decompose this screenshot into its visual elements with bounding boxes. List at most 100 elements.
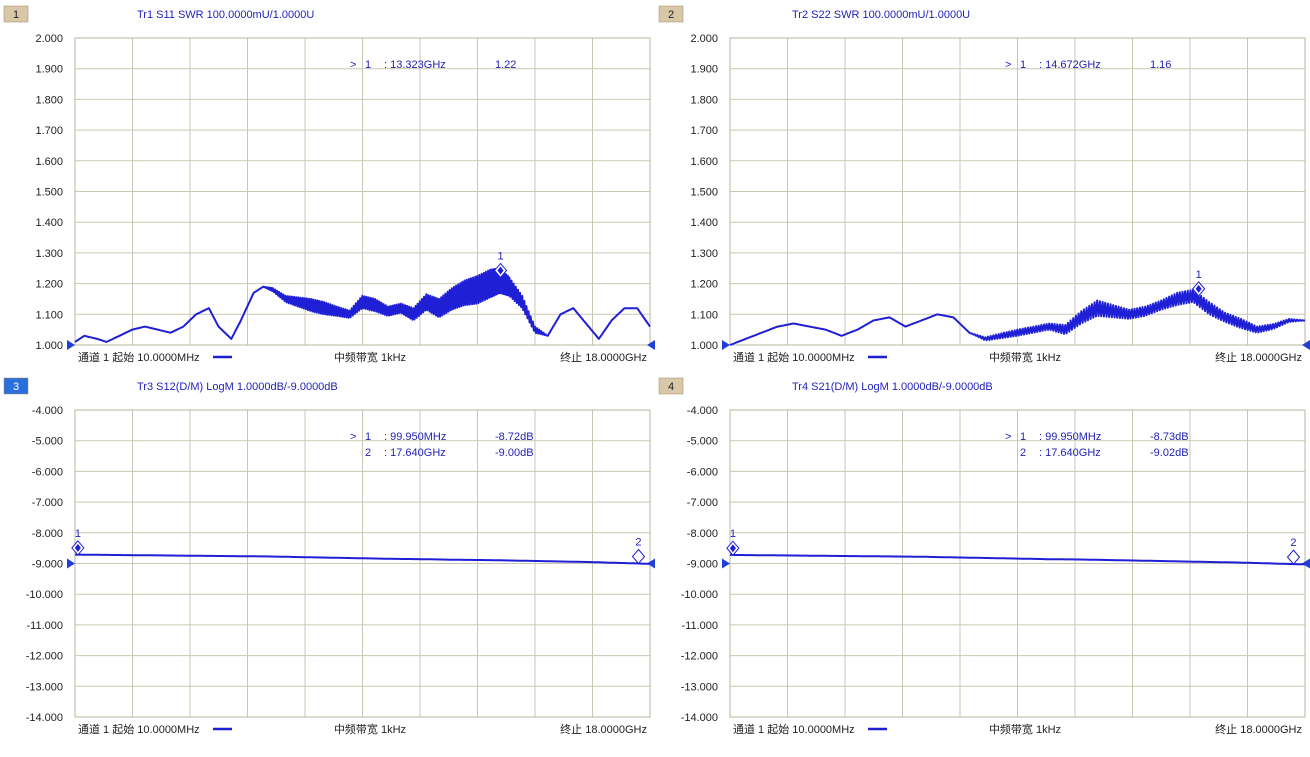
y-tick-label: -9.000 <box>687 559 718 571</box>
readout-active-indicator: > <box>350 59 356 71</box>
footer-stop: 终止 18.0000GHz <box>560 722 647 736</box>
marker-1[interactable]: 1 <box>1191 269 1206 297</box>
marker-id-label: 2 <box>1290 537 1296 549</box>
panel-number: 3 <box>13 381 19 393</box>
ref-level-arrow-left[interactable] <box>67 340 75 350</box>
ref-level-arrow-right[interactable] <box>1302 340 1310 350</box>
chart-panel-3[interactable]: 3 Tr3 S12(D/M) LogM 1.0000dB/-9.0000dB -4.… <box>0 372 655 744</box>
y-tick-label: -5.000 <box>687 436 718 448</box>
trace-line <box>730 553 1306 566</box>
readout-frequency: : 17.640GHz <box>384 447 446 459</box>
marker-2[interactable]: 2 <box>1286 537 1301 565</box>
marker-id-label: 1 <box>1196 269 1202 281</box>
y-tick-label: -14.000 <box>26 712 63 724</box>
footer-start: 通道 1 起始 10.0000MHz <box>733 350 855 364</box>
footer-ifbw: 中频带宽 1kHz <box>334 350 406 364</box>
readout-marker-id: 2 <box>1020 447 1026 459</box>
readout-frequency: : 14.672GHz <box>1039 59 1101 71</box>
y-tick-label: -11.000 <box>682 620 719 632</box>
y-tick-label: 1.500 <box>35 187 63 199</box>
y-tick-label: -7.000 <box>32 497 63 509</box>
marker-active-fill <box>74 543 81 552</box>
y-tick-label: 1.700 <box>690 125 718 137</box>
y-tick-label: 1.200 <box>690 279 718 291</box>
footer-ifbw: 中频带宽 1kHz <box>334 722 406 736</box>
panel-number-badge[interactable] <box>3 5 29 23</box>
y-tick-label: -6.000 <box>687 466 718 478</box>
footer-start: 通道 1 起始 10.0000MHz <box>78 722 200 736</box>
y-tick-label: -14.000 <box>681 712 718 724</box>
readout-marker-id: 1 <box>1020 431 1026 443</box>
marker-id-label: 1 <box>497 250 503 262</box>
ref-level-arrow-right[interactable] <box>1302 558 1310 569</box>
ref-level-arrow-right[interactable] <box>647 558 655 569</box>
marker-1[interactable]: 1 <box>493 250 508 279</box>
footer-stop: 终止 18.0000GHz <box>1215 350 1302 364</box>
y-tick-label: 1.600 <box>690 156 718 168</box>
panel-number-badge[interactable] <box>658 377 684 395</box>
plot-grid <box>74 409 651 718</box>
ref-level-arrow-left[interactable] <box>722 558 730 569</box>
marker-2[interactable]: 2 <box>631 537 646 565</box>
y-tick-label: -6.000 <box>32 466 63 478</box>
chart-panel-2[interactable]: 2 Tr2 S22 SWR 100.0000mU/1.0000U 2.000 1.90… <box>655 0 1310 372</box>
chart-svg-1: 1 Tr1 S11 SWR 100.0000mU/1.0000U 2.000 1.90… <box>3 5 655 364</box>
readout-active-indicator: > <box>1005 431 1011 443</box>
ref-level-arrow-left[interactable] <box>67 558 75 569</box>
trace-title: Tr3 S12(D/M) LogM 1.0000dB/-9.0000dB <box>137 381 338 393</box>
readout-value: -8.73dB <box>1150 431 1189 443</box>
chart-svg-2: 2 Tr2 S22 SWR 100.0000mU/1.0000U 2.000 1.90… <box>658 5 1310 364</box>
readout-frequency: : 13.323GHz <box>384 59 446 71</box>
footer-ifbw: 中频带宽 1kHz <box>989 350 1061 364</box>
readout-frequency: : 17.640GHz <box>1039 447 1101 459</box>
chart-svg-3: 3 Tr3 S12(D/M) LogM 1.0000dB/-9.0000dB -4.… <box>3 377 655 736</box>
panel-number-badge[interactable] <box>658 5 684 23</box>
y-tick-label: 2.000 <box>35 33 63 45</box>
readout-active-indicator: > <box>1005 59 1011 71</box>
footer-start: 通道 1 起始 10.0000MHz <box>78 350 200 364</box>
trace-title: Tr2 S22 SWR 100.0000mU/1.0000U <box>792 9 970 21</box>
marker-id-label: 1 <box>730 528 736 540</box>
y-tick-label: -13.000 <box>681 681 718 693</box>
trace-line <box>729 288 1306 346</box>
plot-grid <box>74 37 651 346</box>
y-tick-label: 1.600 <box>35 156 63 168</box>
ref-level-arrow-right[interactable] <box>647 340 655 350</box>
marker-1[interactable]: 1 <box>71 528 85 556</box>
y-tick-label: 1.000 <box>690 340 718 352</box>
y-tick-label: 1.300 <box>35 248 63 260</box>
y-tick-label: 1.400 <box>35 217 63 229</box>
chart-panel-4[interactable]: 4 Tr4 S21(D/M) LogM 1.0000dB/-9.0000dB -4.… <box>655 372 1310 744</box>
y-tick-label: 1.500 <box>690 187 718 199</box>
y-tick-label: 1.000 <box>35 340 63 352</box>
marker-1[interactable]: 1 <box>726 528 740 556</box>
y-tick-label: 1.800 <box>690 94 718 106</box>
y-tick-label: 1.900 <box>35 64 63 76</box>
y-tick-label: 1.700 <box>35 125 63 137</box>
ref-level-arrow-left[interactable] <box>722 340 730 350</box>
panel-number-badge[interactable] <box>3 377 29 395</box>
marker-diamond-icon[interactable] <box>1286 549 1301 565</box>
readout-value: -9.02dB <box>1150 447 1189 459</box>
plot-frame <box>729 37 1306 346</box>
y-tick-label: -13.000 <box>26 681 63 693</box>
readout-value: 1.22 <box>495 59 516 71</box>
panel-number: 1 <box>13 9 19 21</box>
readout-value: -8.72dB <box>495 431 534 443</box>
readout-marker-id: 1 <box>1020 59 1026 71</box>
marker-diamond-icon[interactable] <box>631 548 646 565</box>
chart-panel-1[interactable]: 1 Tr1 S11 SWR 100.0000mU/1.0000U 2.000 1.90… <box>0 0 655 372</box>
y-tick-label: 1.100 <box>690 309 718 321</box>
y-tick-label: -12.000 <box>681 651 718 663</box>
readout-frequency: : 99.950MHz <box>384 431 446 443</box>
y-tick-label: -5.000 <box>32 436 63 448</box>
y-tick-label: 1.300 <box>690 248 718 260</box>
trace-title: Tr1 S11 SWR 100.0000mU/1.0000U <box>137 9 314 21</box>
plot-frame <box>74 37 651 346</box>
readout-marker-id: 2 <box>365 447 371 459</box>
readout-frequency: : 99.950MHz <box>1039 431 1101 443</box>
marker-id-label: 1 <box>75 528 81 540</box>
y-tick-label: 2.000 <box>690 33 718 45</box>
marker-active-fill <box>1195 284 1202 293</box>
marker-active-fill <box>729 544 736 553</box>
